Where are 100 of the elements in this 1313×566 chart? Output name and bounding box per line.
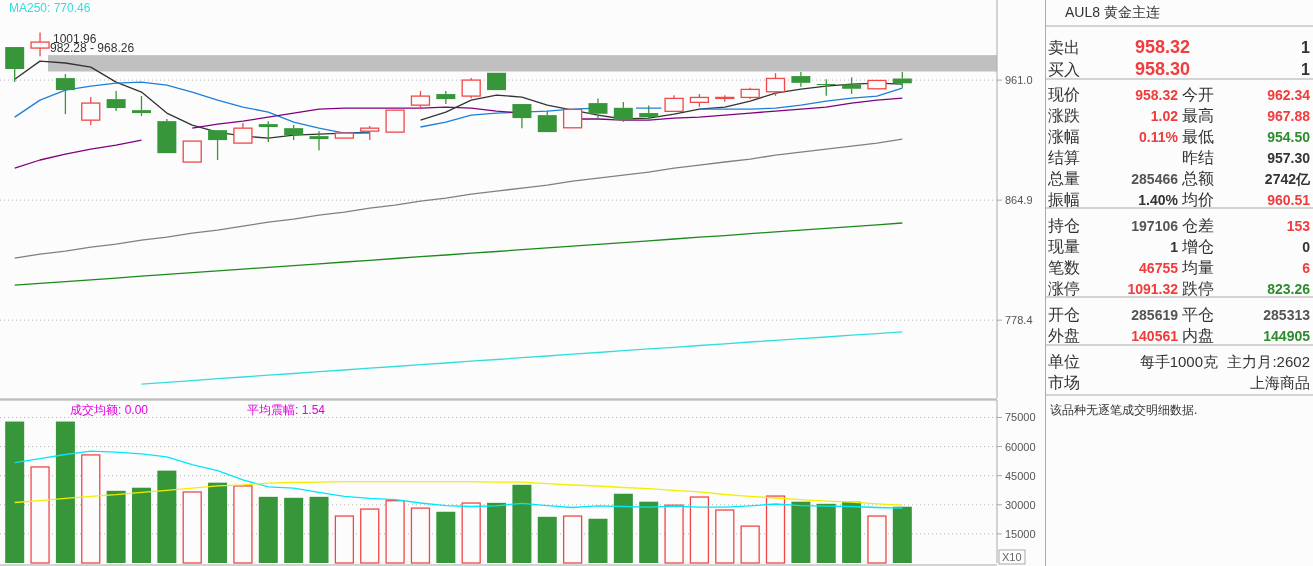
candlestick <box>30 31 50 57</box>
text: 1.02 <box>1150 108 1179 124</box>
y-tick-label: 961.0 <box>1005 74 1033 87</box>
candlestick <box>309 130 329 151</box>
text: 957.30 <box>1267 150 1311 166</box>
text: 买入 <box>1048 61 1080 78</box>
text: 均量 <box>1181 259 1214 276</box>
text: 跌停 <box>1182 280 1214 297</box>
text: 6 <box>1302 260 1311 276</box>
text: 主力月:2602 <box>1227 353 1310 370</box>
text: 153 <box>1286 218 1311 234</box>
candlestick <box>208 130 228 161</box>
candlestick <box>588 97 608 121</box>
text: 1 <box>1301 61 1311 78</box>
candlestick <box>182 140 202 163</box>
text: 823.26 <box>1267 281 1311 297</box>
y-tick-label: 15000 <box>1005 527 1036 540</box>
text: 现价 <box>1048 86 1080 103</box>
bar <box>258 496 278 563</box>
bar <box>740 525 760 564</box>
text: 最低 <box>1182 128 1214 145</box>
bar <box>334 515 355 564</box>
bar <box>5 421 25 563</box>
text: 该品种无逐笔成交明细数据. <box>1050 403 1198 417</box>
text: 仓差 <box>1182 217 1214 234</box>
bar <box>892 506 912 563</box>
text: AUL8 黄金主连 <box>1065 4 1160 20</box>
bar <box>765 495 786 564</box>
line-series <box>14 481 903 506</box>
text: 每手1000克 <box>1139 353 1218 370</box>
bar <box>208 482 228 563</box>
candlestick <box>233 122 253 144</box>
text: 285466 <box>1131 171 1179 187</box>
candlestick <box>664 94 684 112</box>
text: 0 <box>1302 239 1311 255</box>
candlestick <box>867 79 887 90</box>
candlestick <box>562 108 583 129</box>
text: 最高 <box>1182 107 1214 124</box>
bar <box>385 500 405 564</box>
annotation: 成交均额: 0.00 <box>70 403 149 417</box>
text: X10 <box>1002 551 1022 563</box>
text: 285313 <box>1263 307 1311 323</box>
y-tick-label: 60000 <box>1005 440 1036 453</box>
text: 外盘 <box>1048 327 1080 344</box>
text: 单位 <box>1048 353 1080 370</box>
text: 涨停 <box>1048 280 1080 297</box>
text: 967.88 <box>1267 108 1311 124</box>
candlestick <box>512 104 532 129</box>
text: 1 <box>1170 239 1179 255</box>
bar <box>55 421 75 563</box>
y-tick-label: 864.9 <box>1005 194 1033 207</box>
bar <box>30 466 50 564</box>
text: 涨幅 <box>1048 128 1080 145</box>
text: 46755 <box>1139 260 1179 276</box>
text: 平仓 <box>1182 306 1214 323</box>
candlestick <box>487 72 507 91</box>
text: 现量 <box>1048 238 1080 255</box>
line-series <box>14 138 903 259</box>
text: 卖出 <box>1048 39 1080 56</box>
candlestick <box>385 109 405 133</box>
line-series <box>14 222 903 286</box>
bar <box>284 497 304 563</box>
text: 958.32 <box>1135 87 1179 103</box>
bar <box>588 518 608 563</box>
bar <box>106 490 126 563</box>
bar <box>233 485 253 564</box>
bar <box>512 484 532 563</box>
text: 285619 <box>1131 307 1179 323</box>
bar <box>309 496 329 563</box>
text: 内盘 <box>1182 327 1214 344</box>
bar <box>360 508 380 564</box>
text: 涨跌 <box>1048 107 1080 124</box>
bar <box>81 454 101 564</box>
text: 962.34 <box>1267 87 1311 103</box>
bar <box>410 507 431 564</box>
text: 1 <box>1301 39 1311 56</box>
bar <box>562 515 583 564</box>
text: 总量 <box>1047 170 1080 187</box>
text: 197106 <box>1131 218 1179 234</box>
bar <box>613 493 633 563</box>
text: 开仓 <box>1048 306 1080 323</box>
annotation: 平均震幅: 1.54 <box>247 403 326 417</box>
bar <box>867 515 887 564</box>
text: 2742亿 <box>1264 171 1311 187</box>
text: 960.51 <box>1267 192 1311 208</box>
text: 结算 <box>1048 149 1080 166</box>
text: 140561 <box>1131 328 1179 344</box>
text: 958.32 <box>1134 37 1190 57</box>
bar <box>157 470 177 563</box>
bar <box>487 502 507 563</box>
text: 均价 <box>1181 191 1214 208</box>
bar <box>461 502 481 564</box>
text: 1.40% <box>1138 192 1179 208</box>
bar <box>689 496 710 564</box>
text: 增仓 <box>1181 238 1214 255</box>
candlestick <box>791 71 811 88</box>
y-tick-label: 30000 <box>1005 498 1036 511</box>
bar <box>537 516 557 563</box>
bar <box>664 504 684 564</box>
bar <box>816 503 836 563</box>
